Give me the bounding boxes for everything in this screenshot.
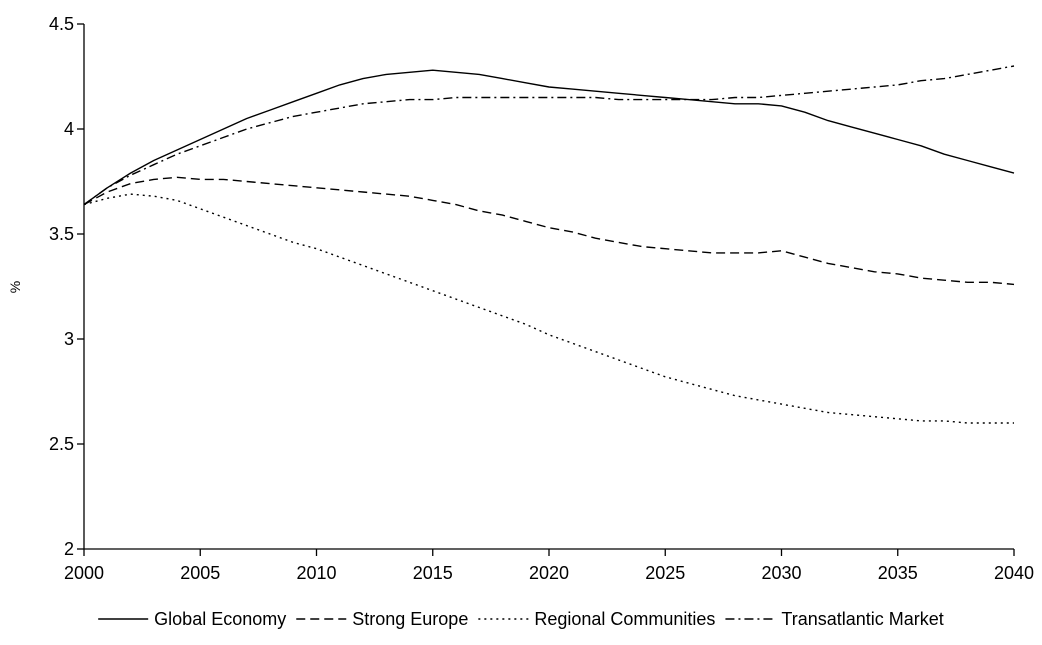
y-axis-label: %	[7, 281, 23, 293]
legend-item-global-economy: Global Economy	[98, 609, 286, 629]
tick-marks	[77, 23, 1015, 556]
axes	[83, 24, 1014, 550]
y-tick-label: 2.5	[49, 434, 74, 454]
y-tick-label: 3	[64, 329, 74, 349]
series-line-transatlantic-market	[83, 65, 1015, 206]
legend: Global Economy Strong Europe Regional Comm…	[98, 609, 944, 629]
series-line-regional-communities	[83, 193, 1014, 424]
x-tick-label: 2000	[64, 563, 104, 583]
series-line-strong-europe	[83, 176, 1015, 286]
y-tick-label: 4	[64, 119, 74, 139]
tick-labels: 2 2.5 3 3.5 4 4.5 2000 2005 2010 2015 2020 2025 2030…	[49, 14, 1034, 583]
x-tick-label: 2035	[878, 563, 918, 583]
x-tick-label: 2040	[994, 563, 1034, 583]
x-tick-label: 2005	[180, 563, 220, 583]
series-line-global-economy	[83, 69, 1015, 206]
legend-label-regional-communities: Regional Communities	[534, 609, 715, 629]
legend-label-strong-europe: Strong Europe	[352, 609, 468, 629]
legend-item-regional-communities: Regional Communities	[478, 609, 715, 629]
x-tick-label: 2025	[645, 563, 685, 583]
y-tick-label: 4.5	[49, 14, 74, 34]
legend-item-transatlantic-market: Transatlantic Market	[725, 609, 944, 629]
legend-label-global-economy: Global Economy	[154, 609, 286, 629]
x-tick-label: 2030	[761, 563, 801, 583]
legend-label-transatlantic-market: Transatlantic Market	[781, 609, 943, 629]
y-tick-label: 3.5	[49, 224, 74, 244]
series-lines	[83, 65, 1015, 424]
x-tick-label: 2020	[529, 563, 569, 583]
y-tick-label: 2	[64, 539, 74, 559]
x-tick-label: 2010	[296, 563, 336, 583]
x-tick-label: 2015	[413, 563, 453, 583]
legend-item-strong-europe: Strong Europe	[296, 609, 468, 629]
